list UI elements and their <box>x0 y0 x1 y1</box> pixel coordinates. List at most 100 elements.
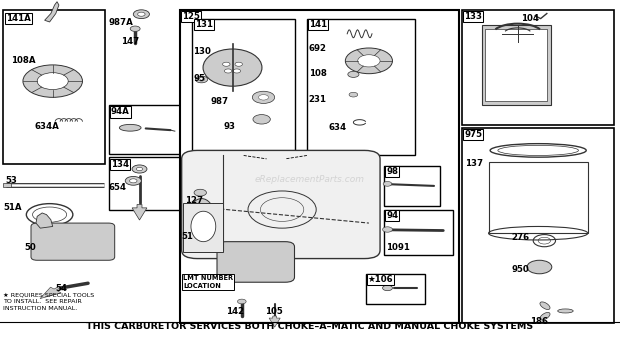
Bar <box>489 162 588 233</box>
Text: 130: 130 <box>193 47 211 56</box>
Bar <box>384 210 453 255</box>
Text: 127: 127 <box>185 196 203 205</box>
Text: 231: 231 <box>309 95 327 104</box>
Text: 105: 105 <box>265 307 283 316</box>
Circle shape <box>224 69 232 73</box>
Text: 141: 141 <box>309 20 327 29</box>
Text: 141A: 141A <box>6 14 31 23</box>
Text: 987: 987 <box>211 97 229 106</box>
Ellipse shape <box>540 312 550 320</box>
Ellipse shape <box>119 124 141 131</box>
Bar <box>485 29 547 101</box>
Text: THIS CARBURETOR SERVICES BOTH CHOKE–A–MATIC AND MANUAL CHOKE SYSTEMS: THIS CARBURETOR SERVICES BOTH CHOKE–A–MA… <box>86 321 534 331</box>
Ellipse shape <box>203 49 262 86</box>
Bar <box>180 10 459 323</box>
Bar <box>462 10 614 125</box>
Bar <box>462 128 614 323</box>
FancyBboxPatch shape <box>217 242 294 282</box>
Text: 98: 98 <box>386 167 398 176</box>
Text: 125: 125 <box>182 12 200 21</box>
Text: 108: 108 <box>309 69 327 78</box>
Text: 51A: 51A <box>3 203 22 213</box>
Circle shape <box>253 115 270 124</box>
Circle shape <box>252 91 275 103</box>
FancyArrow shape <box>269 316 280 327</box>
Circle shape <box>349 92 358 97</box>
Bar <box>108 105 180 154</box>
Text: eReplacementParts.com: eReplacementParts.com <box>255 175 365 184</box>
Bar <box>384 166 440 206</box>
Text: 94: 94 <box>386 211 399 220</box>
Circle shape <box>138 12 145 16</box>
Circle shape <box>136 167 143 171</box>
Text: 1091: 1091 <box>386 243 410 252</box>
Ellipse shape <box>558 309 574 313</box>
Circle shape <box>37 73 68 90</box>
Ellipse shape <box>189 199 214 231</box>
Text: 186: 186 <box>530 317 548 326</box>
Bar <box>366 274 425 304</box>
Bar <box>108 157 180 210</box>
Circle shape <box>23 65 82 97</box>
FancyArrow shape <box>132 204 147 220</box>
Circle shape <box>130 179 137 183</box>
Text: 50: 50 <box>25 243 37 252</box>
Circle shape <box>237 299 246 304</box>
Polygon shape <box>36 213 53 228</box>
Circle shape <box>198 78 205 81</box>
Text: 634: 634 <box>329 123 347 132</box>
Ellipse shape <box>540 302 550 310</box>
Circle shape <box>133 10 149 19</box>
Circle shape <box>348 71 359 77</box>
Text: 975: 975 <box>464 130 482 139</box>
FancyArrow shape <box>40 287 61 298</box>
Text: 692: 692 <box>309 44 327 53</box>
Text: 654: 654 <box>108 183 126 192</box>
Text: 94A: 94A <box>111 107 130 117</box>
Text: 142: 142 <box>226 307 244 316</box>
Bar <box>183 203 223 252</box>
Bar <box>482 25 551 105</box>
Ellipse shape <box>191 211 216 242</box>
Circle shape <box>130 26 140 31</box>
Circle shape <box>223 62 230 66</box>
Circle shape <box>383 182 392 186</box>
Bar <box>307 19 415 155</box>
Circle shape <box>259 95 268 100</box>
Circle shape <box>233 69 241 73</box>
Circle shape <box>358 55 380 67</box>
Circle shape <box>125 176 141 185</box>
Text: 147: 147 <box>121 37 139 46</box>
Circle shape <box>194 189 206 196</box>
Circle shape <box>235 62 242 66</box>
Text: LMT NUMBER
LOCATION: LMT NUMBER LOCATION <box>183 275 233 289</box>
FancyBboxPatch shape <box>31 223 115 260</box>
Text: 53: 53 <box>5 176 17 185</box>
Text: 93: 93 <box>223 122 235 131</box>
Text: 987A: 987A <box>108 18 133 27</box>
Text: 276: 276 <box>512 233 529 242</box>
Circle shape <box>383 227 392 232</box>
Text: 51: 51 <box>182 232 193 241</box>
Circle shape <box>132 165 147 173</box>
Text: ★ REQUIRES SPECIAL TOOLS
TO INSTALL.  SEE REPAIR
INSTRUCTION MANUAL.: ★ REQUIRES SPECIAL TOOLS TO INSTALL. SEE… <box>3 292 94 311</box>
Circle shape <box>527 260 552 274</box>
Text: 133: 133 <box>464 12 482 21</box>
Text: 104: 104 <box>521 14 539 23</box>
Bar <box>3 10 105 164</box>
Polygon shape <box>45 2 59 22</box>
Text: 950: 950 <box>512 265 529 274</box>
Text: 131: 131 <box>195 20 213 29</box>
Text: ★106: ★106 <box>368 275 393 284</box>
Text: 108A: 108A <box>11 56 36 65</box>
Bar <box>192 19 294 155</box>
Circle shape <box>383 285 392 291</box>
Circle shape <box>195 76 208 83</box>
FancyBboxPatch shape <box>182 150 380 259</box>
Text: 634A: 634A <box>34 122 59 131</box>
Text: 95: 95 <box>193 74 205 83</box>
Text: 54: 54 <box>56 284 68 293</box>
Text: 134: 134 <box>111 160 129 169</box>
Bar <box>3 183 11 187</box>
Text: 137: 137 <box>465 159 483 168</box>
